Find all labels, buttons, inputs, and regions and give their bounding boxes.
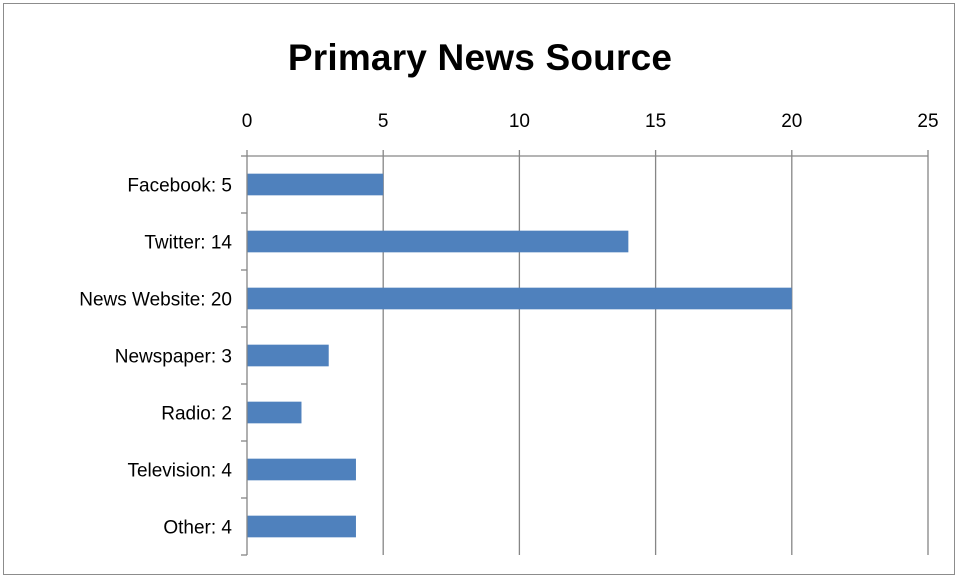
bar <box>247 287 792 310</box>
bar <box>247 458 356 481</box>
bar <box>247 230 629 253</box>
category-labels: Facebook: 5 Twitter: 14 News Website: 20 Ne… <box>79 176 232 539</box>
x-tick-label: 20 <box>781 111 802 132</box>
x-tick-label: 10 <box>509 111 530 132</box>
category-label: News Website: 20 <box>79 290 232 311</box>
x-tick-label: 15 <box>645 111 666 132</box>
category-label: Television: 4 <box>127 461 232 482</box>
x-tick-label: 0 <box>242 111 253 132</box>
bar <box>247 344 329 367</box>
axes <box>241 150 929 556</box>
bar <box>247 401 302 424</box>
category-label: Newspaper: 3 <box>115 347 232 368</box>
bars <box>247 173 792 538</box>
category-label: Other: 4 <box>163 518 232 539</box>
x-tick-label: 5 <box>378 111 389 132</box>
bar <box>247 173 384 196</box>
bar-chart: 0 5 10 15 20 25 Facebook: 5 Twitter: 14 News We… <box>79 111 939 556</box>
x-tick-labels: 0 5 10 15 20 25 <box>242 111 939 132</box>
category-label: Radio: 2 <box>161 404 232 425</box>
x-tick-label: 25 <box>917 111 938 132</box>
bar <box>247 515 356 538</box>
category-label: Twitter: 14 <box>144 233 232 254</box>
chart-title: Primary News Source <box>287 37 673 78</box>
category-label: Facebook: 5 <box>127 176 232 197</box>
chart-frame: Primary News Source 0 5 10 15 20 25 Facebook:… <box>3 3 955 575</box>
gridlines <box>382 156 929 555</box>
